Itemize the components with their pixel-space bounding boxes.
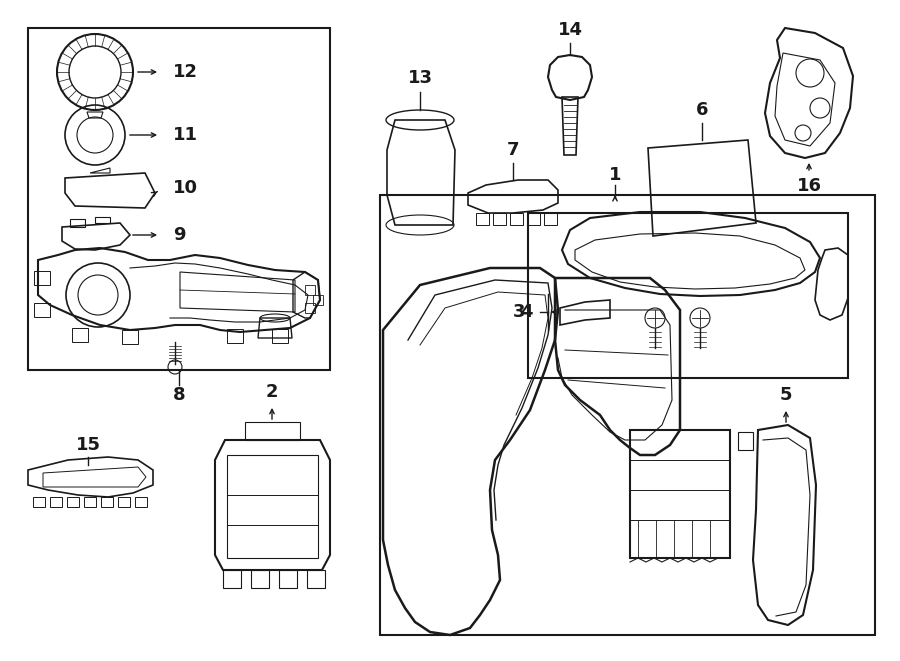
- Text: 2: 2: [266, 383, 278, 401]
- Text: 11: 11: [173, 126, 198, 144]
- Text: 3: 3: [512, 303, 525, 321]
- Bar: [380, 195, 875, 635]
- Text: 9: 9: [173, 226, 185, 244]
- Text: 14: 14: [557, 21, 582, 39]
- Text: 7: 7: [507, 141, 519, 159]
- Text: 12: 12: [173, 63, 198, 81]
- Bar: [28, 28, 330, 370]
- Text: 4: 4: [520, 303, 533, 321]
- Text: 1: 1: [608, 166, 621, 184]
- Text: 13: 13: [408, 69, 433, 87]
- Bar: [245, 422, 300, 440]
- Bar: [227, 455, 318, 558]
- Bar: [528, 213, 848, 378]
- Text: 8: 8: [173, 386, 185, 404]
- Bar: [630, 430, 730, 558]
- Text: 16: 16: [796, 177, 822, 195]
- Text: 15: 15: [76, 436, 101, 454]
- Text: 5: 5: [779, 386, 792, 404]
- Text: 6: 6: [696, 101, 708, 119]
- Text: 10: 10: [173, 179, 198, 197]
